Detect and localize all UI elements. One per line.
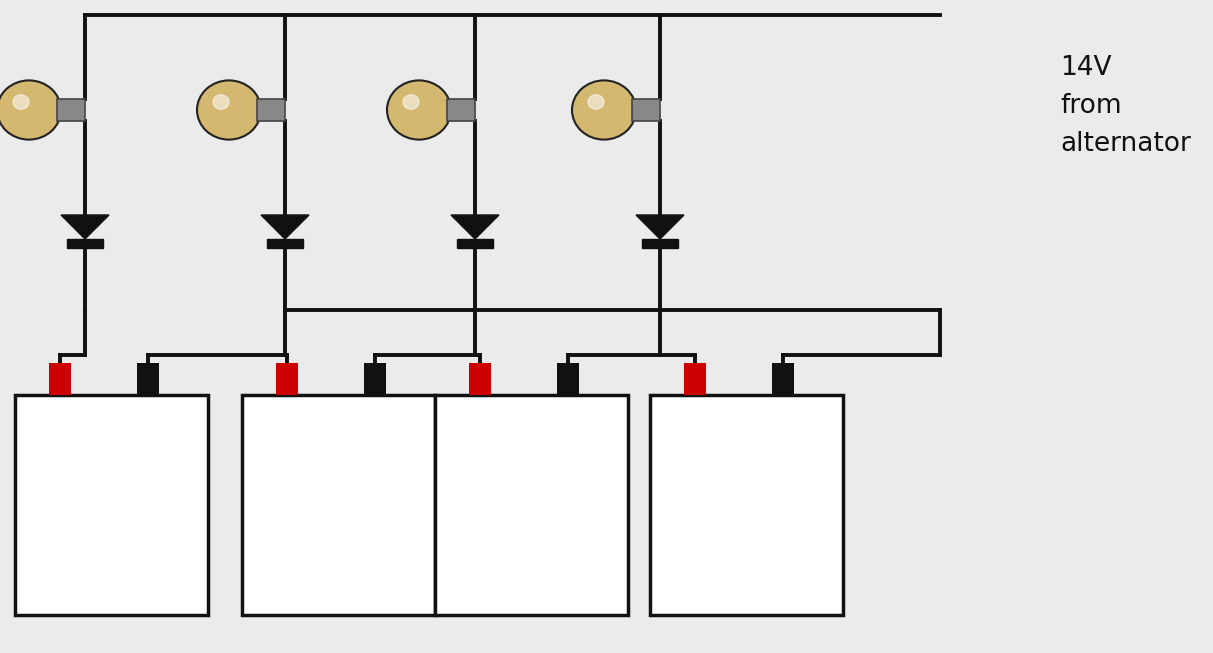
Bar bbox=[448, 99, 475, 121]
Bar bbox=[771, 363, 793, 395]
Ellipse shape bbox=[197, 80, 261, 140]
Bar bbox=[137, 363, 159, 395]
Ellipse shape bbox=[588, 95, 604, 109]
Bar bbox=[243, 395, 435, 615]
Bar bbox=[684, 363, 706, 395]
Bar bbox=[457, 239, 492, 248]
Bar bbox=[468, 363, 491, 395]
Bar bbox=[275, 363, 297, 395]
Polygon shape bbox=[451, 215, 499, 239]
Bar bbox=[632, 99, 660, 121]
Bar bbox=[435, 395, 628, 615]
Bar bbox=[15, 395, 207, 615]
Ellipse shape bbox=[0, 80, 61, 140]
Bar bbox=[650, 395, 843, 615]
Bar bbox=[642, 239, 678, 248]
Ellipse shape bbox=[573, 80, 636, 140]
Ellipse shape bbox=[403, 95, 418, 109]
Bar bbox=[557, 363, 579, 395]
Ellipse shape bbox=[213, 95, 229, 109]
Bar bbox=[257, 99, 285, 121]
Ellipse shape bbox=[387, 80, 451, 140]
Polygon shape bbox=[636, 215, 684, 239]
Bar bbox=[364, 363, 386, 395]
Polygon shape bbox=[61, 215, 109, 239]
Ellipse shape bbox=[13, 95, 29, 109]
Bar bbox=[57, 99, 85, 121]
Bar bbox=[49, 363, 70, 395]
Text: 14V
from
alternator: 14V from alternator bbox=[1060, 55, 1191, 157]
Polygon shape bbox=[261, 215, 309, 239]
Bar bbox=[267, 239, 303, 248]
Bar bbox=[67, 239, 103, 248]
